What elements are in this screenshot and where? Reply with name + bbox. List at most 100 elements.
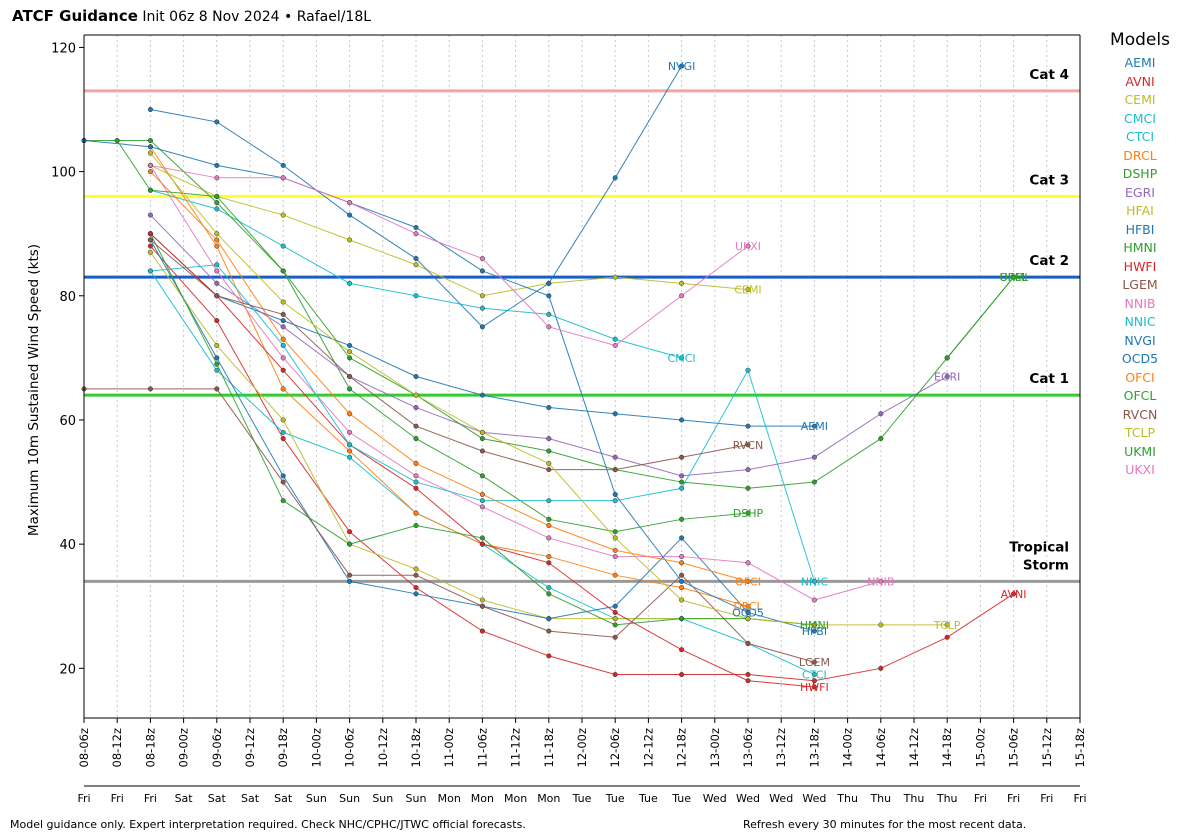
data-point-nvgi <box>679 63 685 69</box>
x-tick-label: 15-00z <box>973 728 987 767</box>
data-point-nnib <box>811 597 817 603</box>
x-tick-label: 08-12z <box>110 728 124 767</box>
x-tick-label: 12-18z <box>675 728 689 767</box>
title-subtitle: Init 06z 8 Nov 2024 • Rafael/18L <box>142 9 372 25</box>
y-tick-label: 80 <box>59 290 76 305</box>
data-point-tclp <box>479 429 485 435</box>
data-point-hwfi <box>612 609 618 615</box>
data-point-nnib <box>878 578 884 584</box>
series-lines <box>81 63 1017 690</box>
data-point-drcl <box>679 585 685 591</box>
y-tick-label: 60 <box>59 414 76 429</box>
x-day-label: Thu <box>936 792 958 805</box>
legend-entry: CEMI <box>1124 92 1156 107</box>
data-point-dshp <box>413 436 419 442</box>
data-point-dshp <box>147 138 153 144</box>
series-end-label: DRCL <box>733 600 763 613</box>
data-point-tclp <box>745 616 751 622</box>
data-point-nnic <box>147 268 153 274</box>
data-point-ukxi <box>679 293 685 299</box>
data-point-cemi <box>413 262 419 268</box>
legend-entry: NVGI <box>1124 332 1156 348</box>
data-point-ocd5 <box>679 578 685 584</box>
data-point-ofci <box>147 169 153 175</box>
data-point-hmni <box>413 522 419 529</box>
data-point-egri <box>147 212 153 218</box>
x-tick-label: 14-18z <box>940 728 954 767</box>
data-point-rvcn <box>745 442 751 448</box>
data-point-aemi <box>413 373 419 380</box>
data-point-avni <box>347 529 353 535</box>
data-point-avni <box>1011 591 1017 597</box>
data-point-hfbi <box>214 355 220 361</box>
data-point-nnib <box>679 554 685 560</box>
legend-entry: RVCN <box>1122 406 1158 422</box>
series-end-label: EGRI <box>934 371 960 384</box>
legend-entry: DSHP <box>1122 166 1158 181</box>
data-point-hfai <box>612 616 618 622</box>
legend-entry: OCD5 <box>1121 351 1159 366</box>
data-point-nvgi <box>479 324 485 330</box>
data-point-ukmi <box>1011 274 1017 280</box>
data-point-tclp <box>546 460 552 466</box>
data-point-rvcn <box>214 293 220 299</box>
x-tick-label: 08-06z <box>77 728 91 767</box>
series-end-label: DSHP <box>733 507 764 520</box>
data-point-avni <box>413 585 419 591</box>
x-tick-label: 09-00z <box>177 728 191 767</box>
x-tick-label: 14-12z <box>907 728 921 767</box>
data-point-cmci <box>679 355 685 361</box>
x-day-label: Fri <box>77 792 90 805</box>
legend-entry: TCLP <box>1124 425 1156 440</box>
data-point-avni <box>745 671 751 678</box>
y-tick-label: 120 <box>51 41 76 56</box>
data-point-ocd5 <box>745 609 751 615</box>
x-tick-label: 14-00z <box>841 728 855 767</box>
series-line-ofci <box>150 171 749 582</box>
data-point-aemi <box>546 404 552 411</box>
data-point-hwfi <box>479 541 485 547</box>
data-point-nnib <box>612 554 618 560</box>
data-point-egri <box>679 473 685 479</box>
data-point-nnic <box>811 578 817 584</box>
data-point-aemi <box>347 342 353 349</box>
data-point-ocd5 <box>546 293 552 299</box>
chart-grid <box>83 35 1081 718</box>
data-point-hmni <box>612 622 618 628</box>
chart-axes: 08-06z Fri 08-12z Fri 08-18z Fri 09-00z Sat 09-0… <box>51 34 1087 805</box>
data-point-ukxi <box>347 200 353 206</box>
series-line-cemi <box>150 164 749 297</box>
data-point-nvgi <box>347 212 353 218</box>
data-point-lgem <box>811 659 817 665</box>
data-point-hwfi <box>413 485 419 491</box>
x-day-label: Sun <box>372 792 393 805</box>
x-day-label: Thu <box>869 792 891 805</box>
data-point-tclp <box>147 150 153 156</box>
data-point-tclp <box>944 622 950 628</box>
series-end-label: UKXI <box>735 240 761 253</box>
data-point-ofcl <box>347 355 353 361</box>
data-point-cemi <box>612 274 618 280</box>
x-day-label: Tue <box>605 792 625 805</box>
data-point-ofcl <box>479 436 485 442</box>
data-point-nvgi <box>546 280 552 286</box>
x-tick-label: 13-00z <box>708 728 722 767</box>
data-point-rvcn <box>679 454 685 460</box>
data-point-avni <box>479 628 485 634</box>
x-day-label: Tue <box>671 792 691 805</box>
data-point-lgem <box>546 628 552 634</box>
footer-refresh-note: Refresh every 30 minutes for the most re… <box>743 818 1027 831</box>
data-point-ofcl <box>214 193 220 199</box>
x-day-label: Tue <box>572 792 592 805</box>
x-day-label: Fri <box>1073 792 1086 805</box>
series-line-nnib <box>149 165 881 601</box>
data-point-cmci <box>612 336 618 342</box>
x-tick-label: 12-06z <box>608 728 622 767</box>
x-day-label: Wed <box>802 792 826 805</box>
x-day-label: Thu <box>903 792 925 805</box>
data-point-nnic <box>612 498 618 504</box>
data-point-ofci <box>612 547 618 553</box>
data-point-egri <box>612 454 618 460</box>
x-day-label: Fri <box>111 792 124 805</box>
data-point-cemi <box>745 287 751 293</box>
